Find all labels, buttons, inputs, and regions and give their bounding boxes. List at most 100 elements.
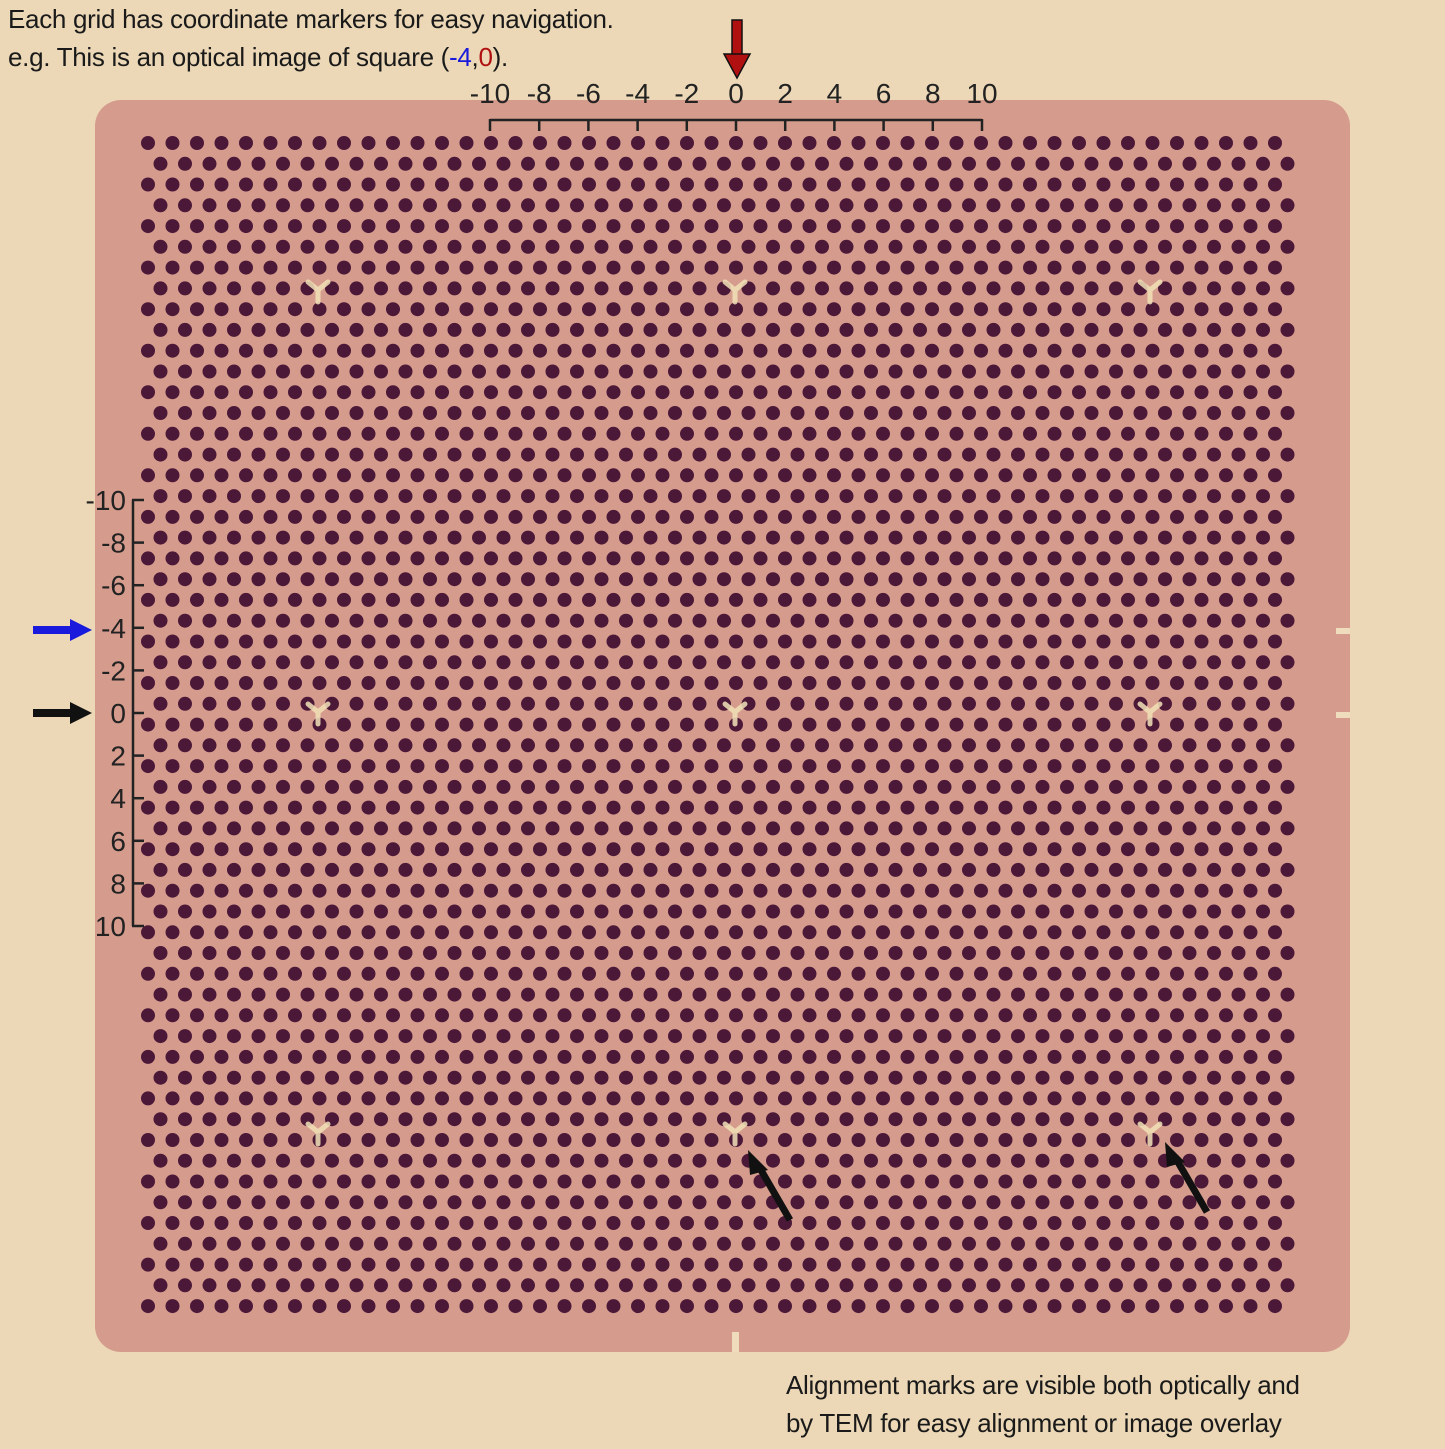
hole: [962, 1029, 976, 1044]
hole: [165, 676, 180, 690]
hole: [998, 800, 1013, 815]
hole: [202, 1236, 217, 1251]
hole: [1096, 1091, 1111, 1106]
hole: [741, 530, 756, 545]
hole: [1035, 1278, 1050, 1293]
hole: [312, 468, 327, 483]
hole: [1268, 1299, 1282, 1314]
hole: [1060, 281, 1074, 296]
hole: [557, 426, 572, 441]
hole: [398, 779, 413, 794]
hole: [1207, 696, 1221, 711]
hole: [386, 468, 400, 483]
hole: [1207, 322, 1221, 337]
hole: [1231, 1278, 1246, 1293]
hole: [1011, 821, 1025, 836]
hole: [484, 800, 498, 815]
hole: [1268, 1091, 1282, 1106]
hole: [435, 219, 449, 234]
hole: [202, 1195, 217, 1210]
hole: [1280, 364, 1295, 379]
hole: [1011, 738, 1025, 753]
hole: [1158, 156, 1172, 171]
hole: [1207, 1153, 1221, 1168]
hole: [570, 364, 584, 379]
hole: [214, 1091, 229, 1106]
hole: [312, 634, 327, 649]
hole: [741, 696, 756, 711]
hole: [496, 1278, 511, 1293]
hole: [717, 406, 731, 420]
hole: [815, 987, 829, 1002]
hole: [680, 592, 694, 607]
hole: [888, 738, 903, 753]
hole: [594, 946, 609, 960]
hole: [1207, 1278, 1221, 1293]
hole: [300, 987, 315, 1002]
hole: [141, 842, 155, 857]
hole: [1219, 1008, 1233, 1023]
hole: [165, 1133, 180, 1147]
hole: [1133, 1278, 1148, 1293]
hole: [753, 759, 768, 774]
hole: [374, 489, 388, 504]
hole: [606, 717, 621, 732]
hole: [839, 1153, 854, 1168]
hole: [1047, 509, 1062, 524]
hole: [1268, 842, 1282, 857]
hole: [668, 1278, 682, 1293]
hole: [496, 987, 511, 1002]
hole: [729, 1091, 743, 1106]
hole: [165, 842, 180, 857]
hole: [594, 862, 609, 877]
hole: [288, 676, 302, 690]
hole: [1109, 987, 1123, 1002]
hole: [864, 572, 878, 587]
hole: [410, 551, 425, 566]
hole: [251, 655, 266, 670]
hole: [680, 1174, 694, 1189]
hole: [325, 364, 339, 379]
hole: [178, 655, 192, 670]
hole: [239, 1257, 253, 1272]
hole: [594, 655, 609, 670]
hole: [1182, 1153, 1197, 1168]
hole: [655, 426, 670, 441]
hole: [1109, 406, 1123, 420]
hole: [729, 1174, 743, 1189]
hole: [1207, 738, 1221, 753]
hole: [190, 634, 204, 649]
hole: [888, 447, 903, 462]
hole: [570, 489, 584, 504]
hole: [325, 779, 339, 794]
hole: [153, 239, 168, 254]
hole: [472, 322, 486, 337]
hole: [239, 717, 253, 732]
hole: [704, 634, 719, 649]
hole: [557, 177, 572, 192]
hole: [1268, 1257, 1282, 1272]
hole: [435, 385, 449, 400]
hole: [1158, 406, 1172, 420]
hole: [680, 426, 694, 441]
hole: [925, 634, 939, 649]
hole: [606, 468, 621, 483]
hole: [974, 1133, 988, 1147]
hole: [729, 177, 743, 192]
hole: [925, 1133, 939, 1147]
hole: [704, 717, 719, 732]
hole: [1096, 1216, 1111, 1230]
hole: [1268, 800, 1282, 815]
hole: [251, 821, 266, 836]
hole: [202, 655, 217, 670]
hole: [1109, 1029, 1123, 1044]
hole: [1243, 759, 1258, 774]
hole: [1231, 904, 1246, 919]
hole: [1145, 219, 1160, 234]
hole: [925, 676, 939, 690]
hole: [190, 1091, 204, 1106]
hole: [288, 468, 302, 483]
hole: [1182, 239, 1197, 254]
hole: [484, 1133, 498, 1147]
hole: [1047, 385, 1062, 400]
